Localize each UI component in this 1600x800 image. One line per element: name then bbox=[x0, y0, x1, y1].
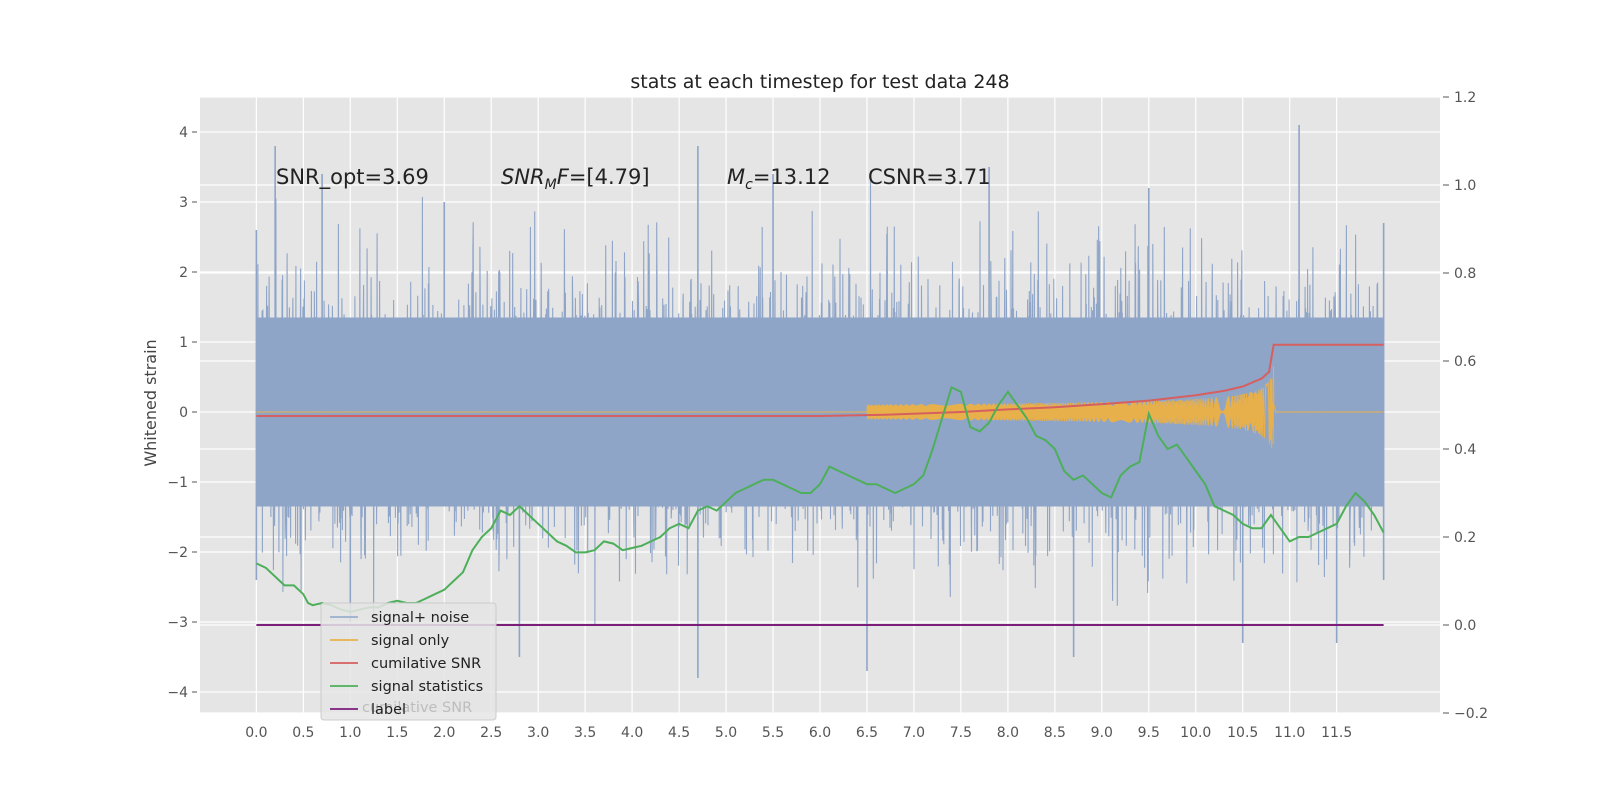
y2-tick-label: 0.0 bbox=[1454, 618, 1476, 634]
x-tick-label: 11.5 bbox=[1321, 725, 1352, 741]
legend-label: signal statistics bbox=[371, 679, 483, 695]
y-axis-label: Whitened strain bbox=[141, 339, 160, 466]
x-tick-label: 1.0 bbox=[339, 725, 361, 741]
annotation-snr-mf-rest: =[4.79] bbox=[569, 165, 650, 189]
legend-ghost-text: cumilative SNR bbox=[362, 700, 472, 716]
legend-label: label bbox=[371, 702, 406, 718]
x-tick-label: 2.5 bbox=[480, 725, 502, 741]
legend-label: signal+ noise bbox=[371, 610, 469, 626]
x-tick-label: 1.5 bbox=[386, 725, 408, 741]
y2-tick-label: 0.2 bbox=[1454, 530, 1476, 546]
x-tick-label: 3.0 bbox=[527, 725, 549, 741]
annotation-mc-main: M bbox=[727, 165, 745, 189]
annotation-snr-opt: SNR_opt=3.69 bbox=[276, 165, 429, 190]
series-signal-statistics bbox=[255, 386, 1385, 613]
y-tick-label: 2 bbox=[179, 265, 188, 281]
x-tick-label: 4.0 bbox=[621, 725, 643, 741]
series-cumilative-snr bbox=[256, 343, 1384, 417]
x-tick-label: 4.5 bbox=[668, 725, 690, 741]
x-tick-label: 10.5 bbox=[1227, 725, 1258, 741]
x-tick-label: 6.0 bbox=[809, 725, 831, 741]
x-axis-ticks: 0.0 0.5 1.0 1.5 2.0 2.5 3.0 3.5 4.0 4.5 5.0 5.5 6.0 6… bbox=[245, 725, 1352, 741]
x-tick-label: 0.0 bbox=[245, 725, 267, 741]
annotation-snr-mf-sub: M bbox=[545, 177, 557, 193]
annotation-snr-mf: SNRMF=[4.79] bbox=[501, 165, 650, 193]
x-tick-label: 9.0 bbox=[1091, 725, 1113, 741]
y-axis-ticks: −4 −3 −2 −1 0 1 2 3 4 bbox=[167, 125, 197, 701]
annotation-csnr: CSNR=3.71 bbox=[868, 165, 991, 189]
x-tick-label: 11.0 bbox=[1274, 725, 1305, 741]
x-tick-label: 10.0 bbox=[1180, 725, 1211, 741]
y2-tick-label: 0.6 bbox=[1454, 354, 1476, 370]
chart-title: stats at each timestep for test data 248 bbox=[630, 71, 1009, 93]
legend: cumilative SNR signal+ noise signal only c… bbox=[320, 602, 497, 721]
x-tick-label: 5.5 bbox=[762, 725, 784, 741]
x-tick-label: 7.0 bbox=[903, 725, 925, 741]
x-tick-label: 8.0 bbox=[997, 725, 1019, 741]
y-tick-label: 3 bbox=[179, 195, 188, 211]
x-tick-label: 3.5 bbox=[574, 725, 596, 741]
x-tick-label: 0.5 bbox=[292, 725, 314, 741]
y2-tick-label: 1.0 bbox=[1454, 178, 1476, 194]
y-tick-label: −2 bbox=[167, 545, 188, 561]
annotation-snr-mf-rest-f: F bbox=[557, 165, 570, 189]
series-signal-only bbox=[256, 366, 1384, 448]
y2-tick-label: 1.2 bbox=[1454, 90, 1476, 106]
x-tick-label: 6.5 bbox=[856, 725, 878, 741]
annotation-mc-rest: =13.12 bbox=[753, 165, 831, 189]
annotation-snr-mf-main: SNR bbox=[501, 165, 545, 189]
y-tick-label: −4 bbox=[167, 685, 188, 701]
y-tick-label: −3 bbox=[167, 615, 188, 631]
y-tick-label: 1 bbox=[179, 335, 188, 351]
y2-tick-label: 0.4 bbox=[1454, 442, 1476, 458]
y2-tick-label: −0.2 bbox=[1454, 706, 1488, 722]
y-tick-label: 0 bbox=[179, 405, 188, 421]
legend-label: cumilative SNR bbox=[371, 656, 481, 672]
y2-tick-label: 0.8 bbox=[1454, 266, 1476, 282]
y-tick-label: −1 bbox=[167, 475, 188, 491]
y2-axis-ticks: −0.2 0.0 0.2 0.4 0.6 0.8 1.0 1.2 bbox=[1443, 90, 1488, 722]
x-tick-label: 9.5 bbox=[1138, 725, 1160, 741]
y-tick-label: 4 bbox=[179, 125, 188, 141]
x-tick-label: 8.5 bbox=[1044, 725, 1066, 741]
annotation-mc: Mc=13.12 bbox=[727, 165, 831, 193]
annotation-mc-sub: c bbox=[745, 177, 753, 193]
legend-box bbox=[320, 602, 497, 721]
x-tick-label: 2.0 bbox=[433, 725, 455, 741]
legend-label: signal only bbox=[371, 633, 450, 649]
x-tick-label: 7.5 bbox=[950, 725, 972, 741]
x-tick-label: 5.0 bbox=[715, 725, 737, 741]
